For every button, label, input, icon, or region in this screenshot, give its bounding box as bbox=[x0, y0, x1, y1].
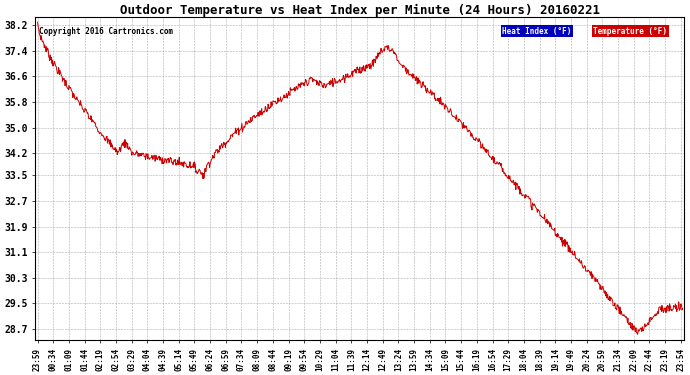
Text: Heat Index (°F): Heat Index (°F) bbox=[502, 27, 572, 36]
Text: Copyright 2016 Cartronics.com: Copyright 2016 Cartronics.com bbox=[39, 27, 172, 36]
Text: Temperature (°F): Temperature (°F) bbox=[593, 27, 667, 36]
Title: Outdoor Temperature vs Heat Index per Minute (24 Hours) 20160221: Outdoor Temperature vs Heat Index per Mi… bbox=[119, 4, 600, 17]
